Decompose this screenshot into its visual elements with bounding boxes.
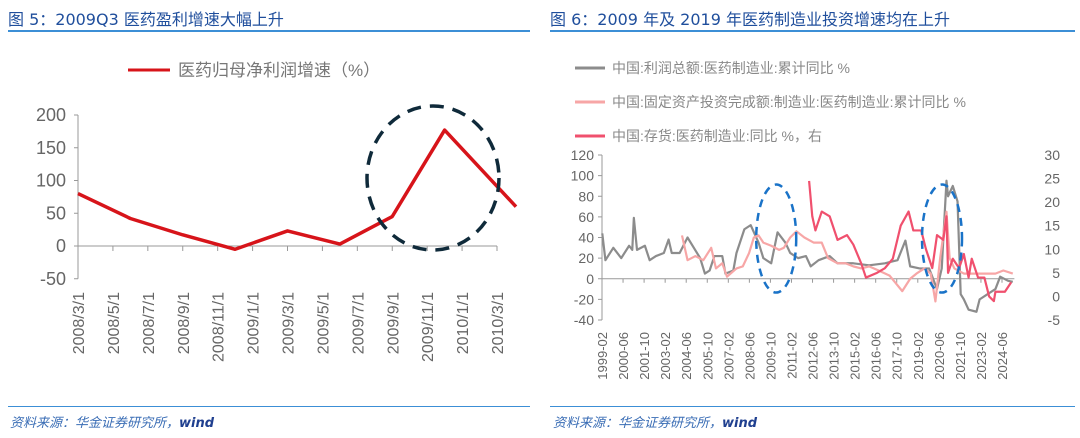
x-tick-label: 2010/1/1 [455, 292, 472, 354]
y-tick-label: 20 [578, 250, 594, 266]
highlight-ellipse [920, 183, 964, 294]
y-tick-label: 120 [571, 147, 595, 163]
x-tick-label: 2016-06 [869, 332, 884, 380]
legend-label: 中国:固定资产投资完成额:制造业:医药制造业:累计同比 % [612, 94, 966, 110]
x-tick-label: 2008/3/1 [71, 292, 88, 354]
series-line [77, 128, 518, 252]
x-tick-label: 2017-10 [890, 332, 905, 380]
y2-tick-label: 15 [1044, 218, 1060, 234]
y-tick-label: 200 [36, 105, 66, 125]
source-wind: wind [722, 416, 758, 431]
source-wind: wind [179, 416, 215, 431]
x-tick-label: 2021-10 [953, 332, 968, 380]
highlight-ellipse [754, 183, 798, 294]
highlight-circle [365, 104, 501, 252]
y-tick-label: 40 [578, 230, 594, 246]
figure-5-title: 图 5：2009Q3 医药盈利增速大幅上升 [8, 10, 284, 29]
title-divider [8, 30, 530, 32]
series-line [601, 179, 1014, 313]
y-tick-label: -20 [574, 291, 594, 307]
x-tick-label: 2012-06 [806, 332, 821, 380]
x-tick-label: 2001-10 [637, 332, 652, 380]
y-tick-label: 100 [36, 171, 66, 191]
x-tick-label: 2011-02 [784, 332, 799, 379]
x-tick-label: 2009-10 [763, 332, 778, 380]
y2-tick-label: 30 [1044, 147, 1060, 163]
x-tick-label: 2005-10 [700, 332, 715, 380]
legend-label: 中国:利润总额:医药制造业:累计同比 % [612, 60, 850, 76]
x-tick-label: 2015-02 [848, 332, 863, 380]
y-tick-label: 50 [46, 203, 66, 223]
x-tick-label: 2008/5/1 [106, 292, 123, 354]
source-note: 资料来源：华金证券研究所，wind [10, 412, 214, 431]
y2-tick-label: 20 [1044, 194, 1060, 210]
x-tick-label: 2008/9/1 [176, 292, 193, 354]
legend-label: 中国:存货:医药制造业:同比 %，右 [612, 128, 822, 144]
x-tick-label: 2019-02 [911, 332, 926, 380]
figure-6-title: 图 6：2009 年及 2019 年医药制造业投资增速均在上升 [550, 10, 950, 29]
y-tick-label: -50 [40, 269, 66, 289]
figure-5-panel: 图 5：2009Q3 医药盈利增速大幅上升 医药归母净利润增速（%） 200 150… [0, 0, 530, 438]
y-tick-label: 60 [578, 209, 594, 225]
x-tick-label: 2008-06 [742, 332, 757, 380]
y-tick-label: 0 [56, 236, 66, 256]
x-tick-label: 2010/3/1 [490, 292, 507, 354]
y-tick-label: 80 [578, 188, 594, 204]
title-divider [550, 30, 1075, 32]
source-text: 资料来源：华金证券研究所， [553, 416, 723, 431]
y-tick-label: 100 [571, 168, 595, 184]
y2-tick-label: 10 [1044, 241, 1060, 257]
series-line [808, 180, 1013, 303]
y2-tick-label: 5 [1052, 265, 1060, 281]
x-tick-label: 2004-06 [679, 332, 694, 380]
x-tick-label: 2009/11/1 [420, 292, 437, 362]
figure-6-panel: 图 6：2009 年及 2019 年医药制造业投资增速均在上升 中国:利润总额:… [545, 0, 1075, 438]
x-tick-label: 2009/9/1 [385, 292, 402, 354]
chart-figure-5: 医药归母净利润增速（%） 200 150 100 50 0 -50 2008/3/1 2008/… [36, 61, 518, 362]
x-tick-label: 2008/11/1 [211, 292, 228, 362]
source-text: 资料来源：华金证券研究所， [10, 416, 180, 431]
x-tick-label: 2007-02 [721, 332, 736, 380]
y-tick-label: 0 [586, 271, 594, 287]
x-tick-label: 2000-06 [616, 332, 631, 380]
x-tick-label: 2009/5/1 [315, 292, 332, 354]
source-divider [550, 406, 1075, 407]
y2-tick-label: -5 [1048, 312, 1061, 328]
legend-label: 医药归母净利润增速（%） [178, 61, 380, 80]
x-tick-label: 2009/3/1 [281, 292, 298, 354]
x-tick-label: 2003-02 [658, 332, 673, 380]
y-tick-label: -40 [574, 312, 594, 328]
x-tick-label: 2008/7/1 [141, 292, 158, 354]
x-tick-label: 2013-10 [827, 332, 842, 380]
source-divider [8, 406, 530, 407]
x-tick-label: 2023-02 [974, 332, 989, 380]
x-tick-label: 2020-06 [932, 332, 947, 380]
x-tick-label: 2024-06 [995, 332, 1010, 380]
y2-tick-label: 25 [1044, 171, 1060, 187]
chart-figure-6: 中国:利润总额:医药制造业:累计同比 % 中国:固定资产投资完成额:制造业:医药制… [571, 60, 1061, 380]
x-tick-label: 2009/1/1 [246, 292, 263, 354]
x-tick-label: 1999-02 [595, 332, 610, 380]
source-note: 资料来源：华金证券研究所，wind [553, 412, 757, 431]
x-tick-label: 2009/7/1 [350, 292, 367, 354]
y-tick-label: 150 [36, 138, 66, 158]
y2-tick-label: 0 [1052, 288, 1060, 304]
